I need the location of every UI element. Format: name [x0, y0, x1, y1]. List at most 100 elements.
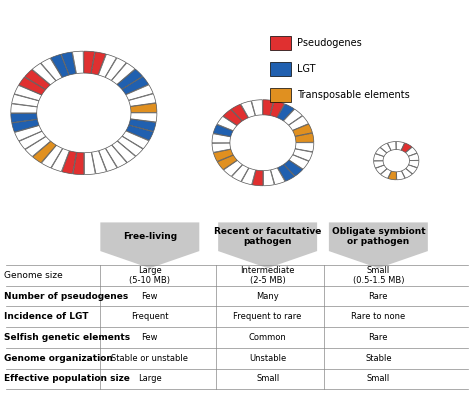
Wedge shape — [278, 164, 295, 181]
Wedge shape — [409, 153, 419, 160]
Wedge shape — [252, 100, 263, 115]
Wedge shape — [112, 141, 136, 162]
Wedge shape — [73, 152, 84, 174]
Text: Number of pseudogenes: Number of pseudogenes — [4, 292, 128, 301]
Wedge shape — [111, 63, 135, 85]
Text: Frequent: Frequent — [131, 312, 169, 321]
Wedge shape — [289, 116, 309, 130]
Wedge shape — [406, 165, 417, 174]
Wedge shape — [295, 143, 314, 152]
Wedge shape — [15, 126, 42, 141]
Text: Many: Many — [256, 292, 279, 301]
Text: Small
(0.5-1.5 MB): Small (0.5-1.5 MB) — [353, 266, 404, 285]
Wedge shape — [380, 143, 391, 153]
Wedge shape — [51, 148, 69, 172]
Wedge shape — [33, 141, 56, 163]
Wedge shape — [381, 169, 391, 178]
Wedge shape — [292, 124, 312, 136]
Wedge shape — [224, 160, 242, 176]
Wedge shape — [25, 137, 51, 156]
Wedge shape — [295, 133, 314, 142]
Wedge shape — [91, 52, 106, 75]
Wedge shape — [126, 85, 153, 100]
Text: Transposable elements: Transposable elements — [297, 90, 410, 100]
Text: Large
(5-10 MB): Large (5-10 MB) — [129, 266, 170, 285]
Wedge shape — [409, 161, 419, 168]
Text: Stable or unstable: Stable or unstable — [111, 354, 188, 363]
Text: Intermediate
(2-5 MB): Intermediate (2-5 MB) — [240, 266, 295, 285]
Wedge shape — [223, 109, 242, 126]
FancyBboxPatch shape — [270, 36, 291, 51]
Text: Incidence of LGT: Incidence of LGT — [4, 312, 88, 321]
Wedge shape — [84, 152, 95, 174]
Wedge shape — [62, 151, 76, 174]
Wedge shape — [11, 104, 37, 113]
Wedge shape — [12, 94, 39, 107]
Wedge shape — [401, 143, 412, 153]
Text: Obligate symbiont
or pathogen: Obligate symbiont or pathogen — [331, 227, 425, 246]
Text: Effective population size: Effective population size — [4, 375, 129, 383]
Text: Genome size: Genome size — [4, 271, 63, 280]
Text: Small: Small — [256, 375, 279, 383]
Wedge shape — [388, 142, 396, 150]
Wedge shape — [213, 149, 233, 162]
Wedge shape — [32, 63, 56, 85]
Wedge shape — [105, 58, 126, 81]
Wedge shape — [375, 165, 387, 174]
Wedge shape — [271, 168, 285, 184]
Wedge shape — [11, 113, 37, 123]
Wedge shape — [126, 125, 153, 140]
Text: Rare: Rare — [369, 292, 388, 301]
Wedge shape — [128, 94, 156, 106]
Wedge shape — [213, 125, 233, 137]
Wedge shape — [130, 113, 157, 122]
Wedge shape — [51, 55, 69, 77]
Wedge shape — [41, 58, 62, 81]
Text: Stable: Stable — [365, 354, 392, 363]
Text: LGT: LGT — [297, 64, 316, 74]
Wedge shape — [293, 149, 312, 161]
Wedge shape — [42, 145, 63, 168]
Wedge shape — [388, 171, 396, 180]
Wedge shape — [212, 143, 231, 152]
Text: Unstable: Unstable — [249, 354, 286, 363]
Wedge shape — [241, 168, 255, 185]
Text: Few: Few — [142, 333, 158, 342]
Wedge shape — [241, 101, 255, 117]
Polygon shape — [329, 223, 428, 268]
Wedge shape — [406, 147, 417, 156]
Wedge shape — [117, 69, 143, 89]
Wedge shape — [122, 77, 149, 95]
Wedge shape — [289, 155, 309, 169]
Wedge shape — [252, 170, 263, 186]
Wedge shape — [130, 103, 157, 113]
Wedge shape — [19, 77, 46, 95]
Wedge shape — [264, 170, 274, 186]
Wedge shape — [129, 119, 156, 132]
Wedge shape — [14, 85, 42, 101]
Wedge shape — [99, 54, 117, 77]
Wedge shape — [217, 116, 237, 131]
Text: Rare: Rare — [369, 333, 388, 342]
Text: Selfish genetic elements: Selfish genetic elements — [4, 333, 130, 342]
Wedge shape — [401, 168, 412, 178]
Wedge shape — [375, 148, 387, 156]
Wedge shape — [374, 161, 384, 168]
Wedge shape — [12, 119, 39, 132]
Wedge shape — [25, 70, 50, 89]
Text: Frequent to rare: Frequent to rare — [233, 312, 302, 321]
Text: Recent or facultative
pathogen: Recent or facultative pathogen — [214, 227, 321, 246]
Wedge shape — [283, 109, 302, 125]
Wedge shape — [61, 52, 76, 75]
Text: Large: Large — [138, 375, 162, 383]
Polygon shape — [218, 223, 317, 268]
Wedge shape — [91, 151, 107, 174]
Polygon shape — [100, 223, 199, 268]
Wedge shape — [84, 51, 95, 73]
FancyBboxPatch shape — [270, 88, 291, 102]
Wedge shape — [106, 145, 127, 168]
FancyBboxPatch shape — [270, 62, 291, 76]
Wedge shape — [212, 134, 231, 143]
Wedge shape — [284, 160, 303, 176]
Text: Genome organization: Genome organization — [4, 354, 113, 363]
